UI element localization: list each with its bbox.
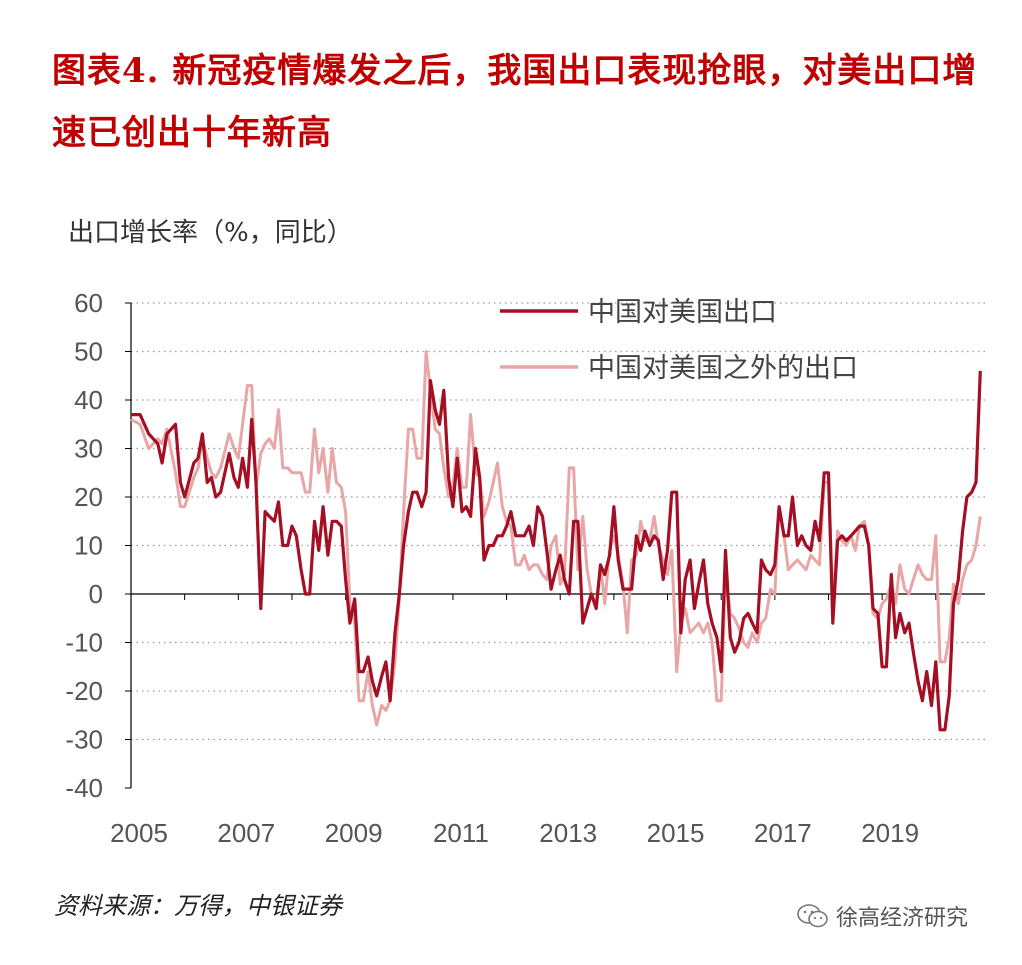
x-tick-label: 2009	[325, 818, 383, 848]
legend-label: 中国对美国出口	[588, 297, 777, 328]
y-tick-label: 0	[89, 579, 103, 609]
x-tick-label: 2007	[217, 818, 275, 848]
x-tick-label: 2013	[539, 818, 597, 848]
legend-label: 中国对美国之外的出口	[588, 353, 858, 384]
series-line-us	[131, 370, 982, 732]
source-note: 资料来源：万得，中银证券	[54, 892, 342, 920]
series-lines	[130, 350, 982, 732]
y-tick-label: 60	[74, 288, 103, 318]
axes	[125, 302, 985, 789]
y-tick-label: 40	[74, 385, 103, 415]
watermark: 徐高经济研究	[796, 900, 968, 932]
x-tick-label: 2015	[647, 818, 705, 848]
y-tick-label: 50	[74, 337, 103, 367]
x-tick-label: 2005	[110, 818, 168, 848]
y-tick-label: -20	[65, 676, 103, 706]
x-tick-label: 2017	[754, 818, 812, 848]
wechat-icon	[797, 904, 828, 928]
y-tick-labels: 60 50 40 30 20 10 0 -10 -20 -30 -40	[65, 288, 103, 803]
x-tick-labels: 2005 2007 2009 2011 2013 2015 2017 2019	[110, 818, 919, 848]
series-line-non-us	[130, 350, 982, 727]
watermark-text: 徐高经济研究	[836, 906, 969, 931]
chart-title: 图表4. 新冠疫情爆发之后，我国出口表现抢眼，对美出口增速已创出十年新高	[52, 51, 978, 153]
y-axis-label: 出口增长率（%，同比）	[68, 218, 353, 248]
y-tick-label: -30	[65, 725, 103, 755]
y-tick-label: -10	[65, 628, 103, 658]
y-tick-label: -40	[65, 773, 103, 803]
y-tick-label: 20	[74, 482, 103, 512]
x-tick-label: 2019	[861, 818, 919, 848]
y-tick-label: 30	[74, 434, 103, 464]
x-tick-label: 2011	[433, 818, 489, 848]
y-tick-label: 10	[74, 531, 103, 561]
